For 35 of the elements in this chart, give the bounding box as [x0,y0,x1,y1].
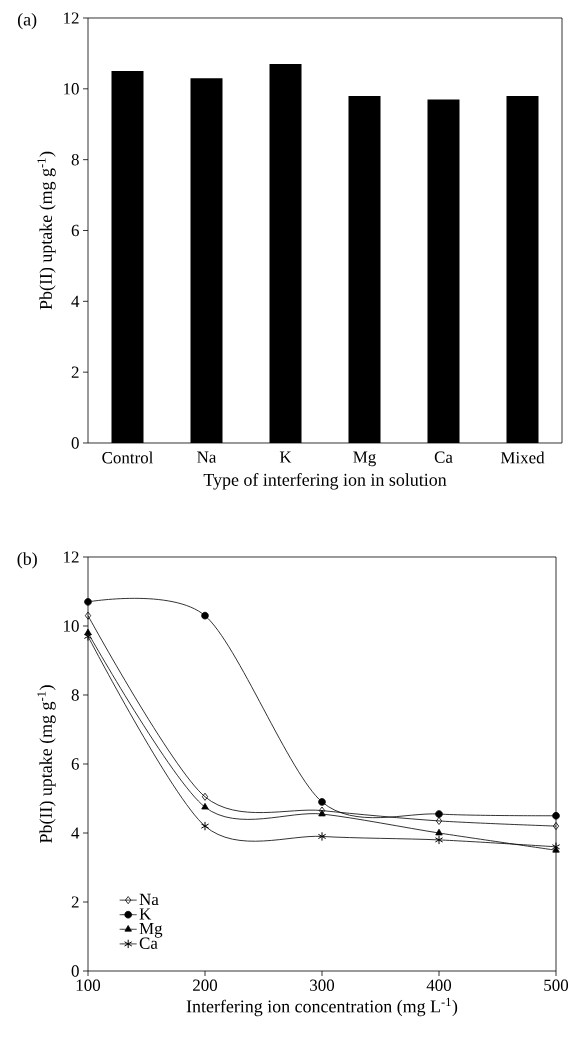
legend-label: Ca [139,937,158,949]
y-tick-label: 12 [64,551,79,563]
y-tick-label: 8 [71,689,79,701]
x-tick-label: 400 [426,979,452,991]
y-axis-title: Pb(II) uptake (mg g$^{-1}$) [37,151,56,310]
x-axis-title: Interfering ion concentration (mg L$^{-1}$) [186,997,458,1017]
x-tick-label: Ca [434,451,453,463]
x-tick-label: 200 [193,979,218,991]
x-axis-title: Type of interfering ion in solution [203,473,447,490]
y-tick-label: 6 [71,758,79,770]
x-tick-label: Control [102,451,154,464]
x-tick-label: Na [197,451,217,463]
y-tick-label: 8 [71,153,79,166]
y-tick-label: 0 [71,965,79,977]
y-tick-label: 12 [64,12,79,24]
y-tick-label: 2 [71,896,79,908]
x-tick-label: Mg [353,451,376,467]
y-tick-label: 6 [71,224,79,237]
y-tick-label: 4 [71,827,80,839]
x-tick-label: 300 [310,979,335,991]
x-tick-label: Mixed [500,451,545,464]
y-tick-label: 10 [64,83,79,95]
text: (a) [17,12,37,30]
legend-label: Mg [139,922,163,938]
x-tick-label: 100 [76,979,101,991]
y-tick-label: 0 [71,437,79,449]
x-tick-label: 500 [544,979,569,991]
y-tick-label: 4 [71,295,80,307]
y-tick-label: 2 [71,366,79,378]
y-axis-title: Pb(II) uptake (mg g$^{-1}$) [37,685,56,843]
y-tick-label: 10 [64,620,79,632]
x-tick-label: K [279,451,292,463]
text: (b) [17,552,37,569]
legend-label: K [139,908,152,920]
legend-label: Na [139,893,159,906]
